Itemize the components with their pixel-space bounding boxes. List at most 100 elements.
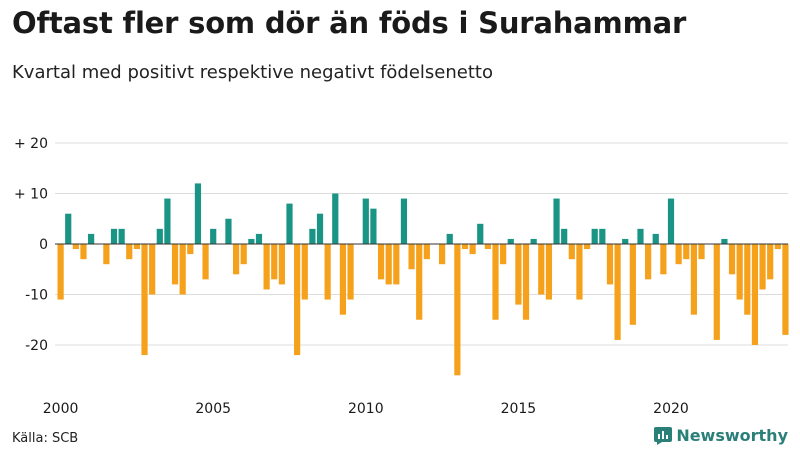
bar	[332, 193, 339, 244]
bar	[652, 233, 659, 244]
bar	[210, 228, 217, 244]
bar	[385, 244, 392, 285]
bar	[57, 244, 64, 300]
bar	[400, 198, 408, 244]
bar	[538, 244, 545, 295]
bar	[675, 244, 682, 265]
brand-name: Newsworthy	[676, 426, 788, 445]
bar	[446, 233, 453, 244]
bar	[667, 198, 675, 244]
bar	[492, 244, 499, 320]
bar	[500, 244, 507, 265]
y-tick-label: 0	[39, 237, 48, 253]
bar	[88, 233, 95, 244]
x-tick-label: 2000	[43, 401, 79, 417]
bar	[263, 244, 270, 290]
bar	[614, 244, 621, 340]
bars	[57, 183, 789, 376]
bar	[553, 198, 560, 244]
bar	[324, 244, 331, 300]
bar	[774, 244, 781, 250]
bar	[477, 223, 484, 244]
bar	[133, 244, 140, 250]
bar	[149, 244, 156, 295]
bar	[751, 244, 759, 345]
y-tick-label: + 20	[14, 136, 48, 152]
bar	[393, 244, 400, 285]
bar	[591, 228, 598, 244]
bar	[515, 244, 522, 305]
bar	[202, 244, 209, 280]
bar	[362, 198, 369, 244]
bar	[522, 244, 530, 320]
bar	[744, 244, 751, 315]
bar	[645, 244, 652, 280]
bar	[294, 244, 301, 356]
axes: + 20 + 10 0 -10 -20 2000 2005 2010 2015 2020	[14, 136, 788, 417]
bar	[286, 203, 293, 244]
bar	[713, 244, 720, 340]
bar	[530, 238, 537, 244]
bar	[728, 244, 736, 275]
bar	[80, 244, 87, 260]
bar	[118, 228, 125, 244]
x-tick-label: 2020	[653, 401, 689, 417]
bar	[423, 244, 430, 260]
bar	[271, 244, 278, 280]
bar	[660, 244, 667, 275]
bar	[72, 244, 79, 250]
bar	[164, 198, 171, 244]
bar	[416, 244, 423, 320]
bar	[309, 228, 316, 244]
bar	[721, 238, 728, 244]
bar	[599, 228, 606, 244]
bar	[408, 244, 415, 270]
bar	[156, 228, 163, 244]
bar	[736, 244, 743, 300]
bar	[759, 244, 766, 290]
bar	[690, 244, 697, 315]
bar	[454, 244, 461, 376]
y-tick-label: -10	[25, 288, 48, 304]
bar	[103, 244, 110, 265]
bar	[278, 244, 285, 285]
bar	[469, 244, 476, 255]
bar	[606, 244, 614, 285]
bar	[179, 244, 186, 295]
bar	[370, 208, 377, 244]
bar	[439, 244, 446, 265]
x-tick-label: 2005	[195, 401, 231, 417]
x-tick-label: 2015	[501, 401, 537, 417]
bar	[767, 244, 774, 280]
bar	[65, 213, 72, 244]
bar	[126, 244, 133, 260]
bar	[576, 244, 583, 300]
bar	[698, 244, 705, 260]
bar	[507, 238, 514, 244]
bar	[316, 213, 324, 244]
bar	[484, 244, 491, 250]
bar	[171, 244, 179, 285]
bar	[347, 244, 354, 300]
chart-subtitle: Kvartal med positivt respektive negativt…	[12, 62, 493, 83]
bar	[248, 238, 255, 244]
bar	[622, 238, 629, 244]
bar	[255, 233, 263, 244]
brand-logo: Newsworthy	[654, 426, 788, 445]
bar	[561, 228, 568, 244]
bar	[240, 244, 247, 265]
bar	[583, 244, 591, 250]
bar	[141, 244, 148, 356]
bar	[187, 244, 194, 255]
bar	[194, 183, 202, 244]
y-tick-label: -20	[25, 338, 48, 354]
bar	[683, 244, 690, 260]
y-tick-label: + 10	[14, 187, 48, 203]
bar	[110, 228, 118, 244]
bar	[339, 244, 347, 315]
bar	[568, 244, 575, 260]
bar	[301, 244, 308, 300]
bar	[377, 244, 385, 280]
newsworthy-logo-icon	[654, 426, 673, 445]
